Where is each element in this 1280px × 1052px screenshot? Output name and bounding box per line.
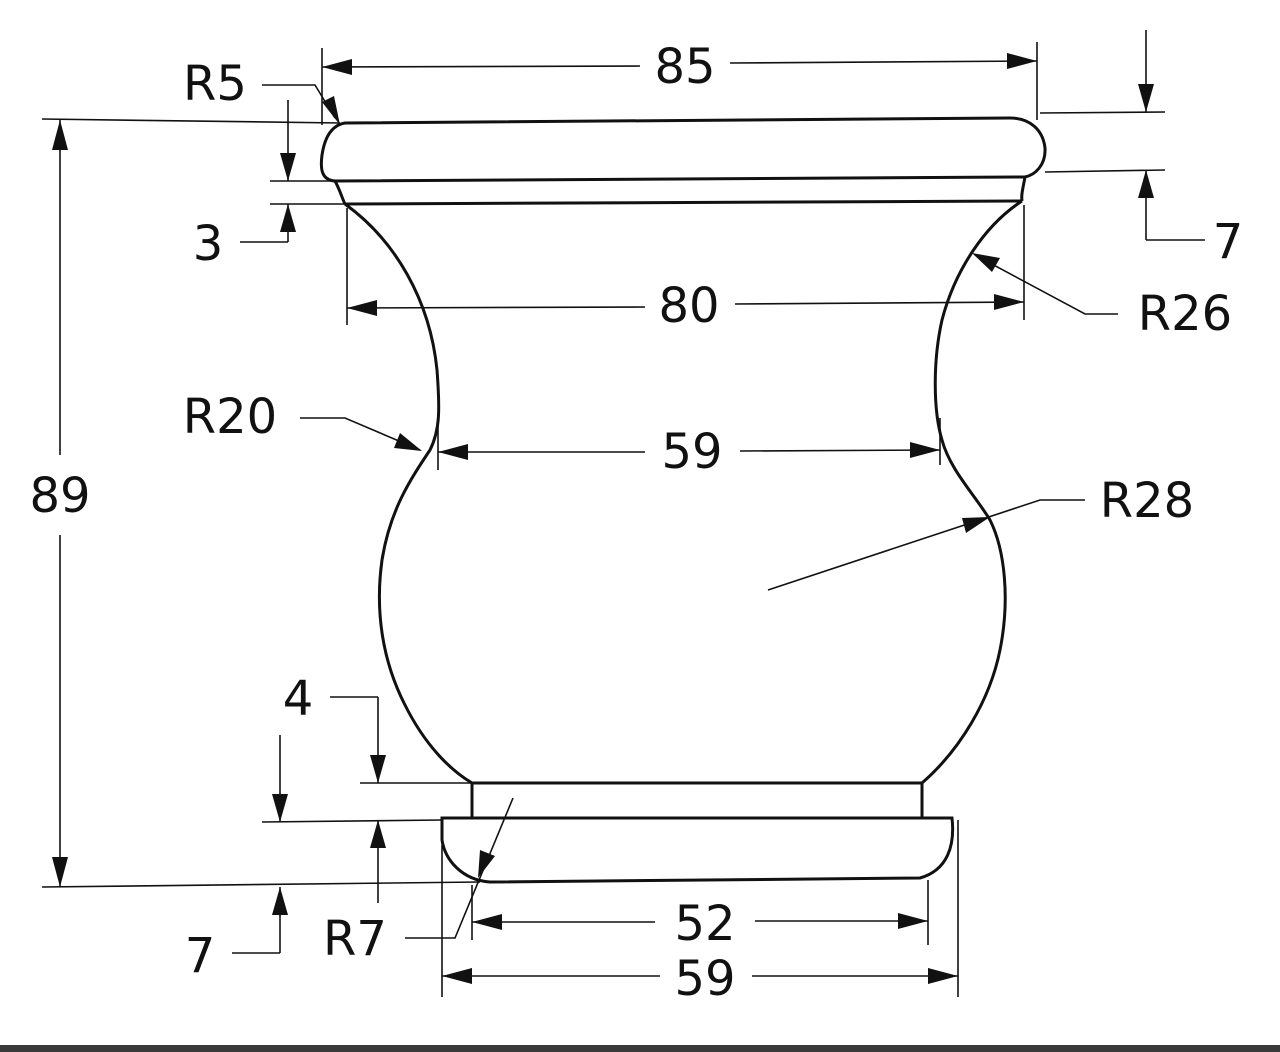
dim-waist-width-label: 59 — [661, 424, 722, 480]
dim-rim-height-label: 7 — [1213, 214, 1244, 270]
radius-waist: R20 — [183, 389, 422, 451]
radius-bulb-label: R28 — [1100, 473, 1194, 529]
rim-step-line — [344, 199, 1023, 206]
dim-base-outer-width-label: 59 — [674, 951, 735, 1007]
part-outline — [319, 116, 1047, 884]
dim-rim-gap: 3 — [193, 100, 345, 272]
dim-foot-step: 4 — [261, 671, 472, 903]
dim-overall-height-label: 89 — [29, 468, 90, 524]
bottom-edge-bar — [0, 1045, 1280, 1052]
body-profile-left — [344, 202, 473, 785]
dim-top-width: 85 — [321, 39, 1038, 125]
dim-neck-width: 80 — [346, 205, 1025, 334]
dim-foot-height-label: 7 — [185, 928, 216, 984]
rim-step-right — [1020, 176, 1027, 202]
foot — [440, 816, 955, 884]
radius-foot-corner-label: R7 — [323, 911, 387, 967]
dim-foot-height: 7 — [185, 735, 288, 984]
dim-base-inner-width: 52 — [471, 880, 929, 952]
dim-waist-width: 59 — [437, 418, 941, 480]
dim-rim-gap-label: 3 — [193, 216, 224, 272]
dim-overall-height: 89 — [29, 118, 481, 888]
dim-top-width-label: 85 — [654, 39, 715, 95]
rim-step-left — [333, 180, 347, 205]
radius-rim-corner: R5 — [183, 56, 340, 125]
dim-base-outer-width: 59 — [441, 820, 959, 1007]
radius-waist-label: R20 — [183, 389, 277, 445]
radius-neck-label: R26 — [1138, 286, 1232, 342]
body-profile-right — [921, 199, 1023, 785]
dim-neck-width-label: 80 — [658, 278, 719, 334]
radius-rim-corner-label: R5 — [183, 56, 247, 112]
radius-bulb: R28 — [767, 473, 1194, 591]
dim-foot-step-label: 4 — [283, 671, 314, 727]
dim-base-inner-width-label: 52 — [674, 896, 735, 952]
radius-foot-corner: R7 — [323, 797, 514, 967]
radius-neck: R26 — [972, 253, 1232, 342]
dim-rim-height: 7 — [1039, 30, 1244, 270]
top-rim — [319, 116, 1047, 183]
